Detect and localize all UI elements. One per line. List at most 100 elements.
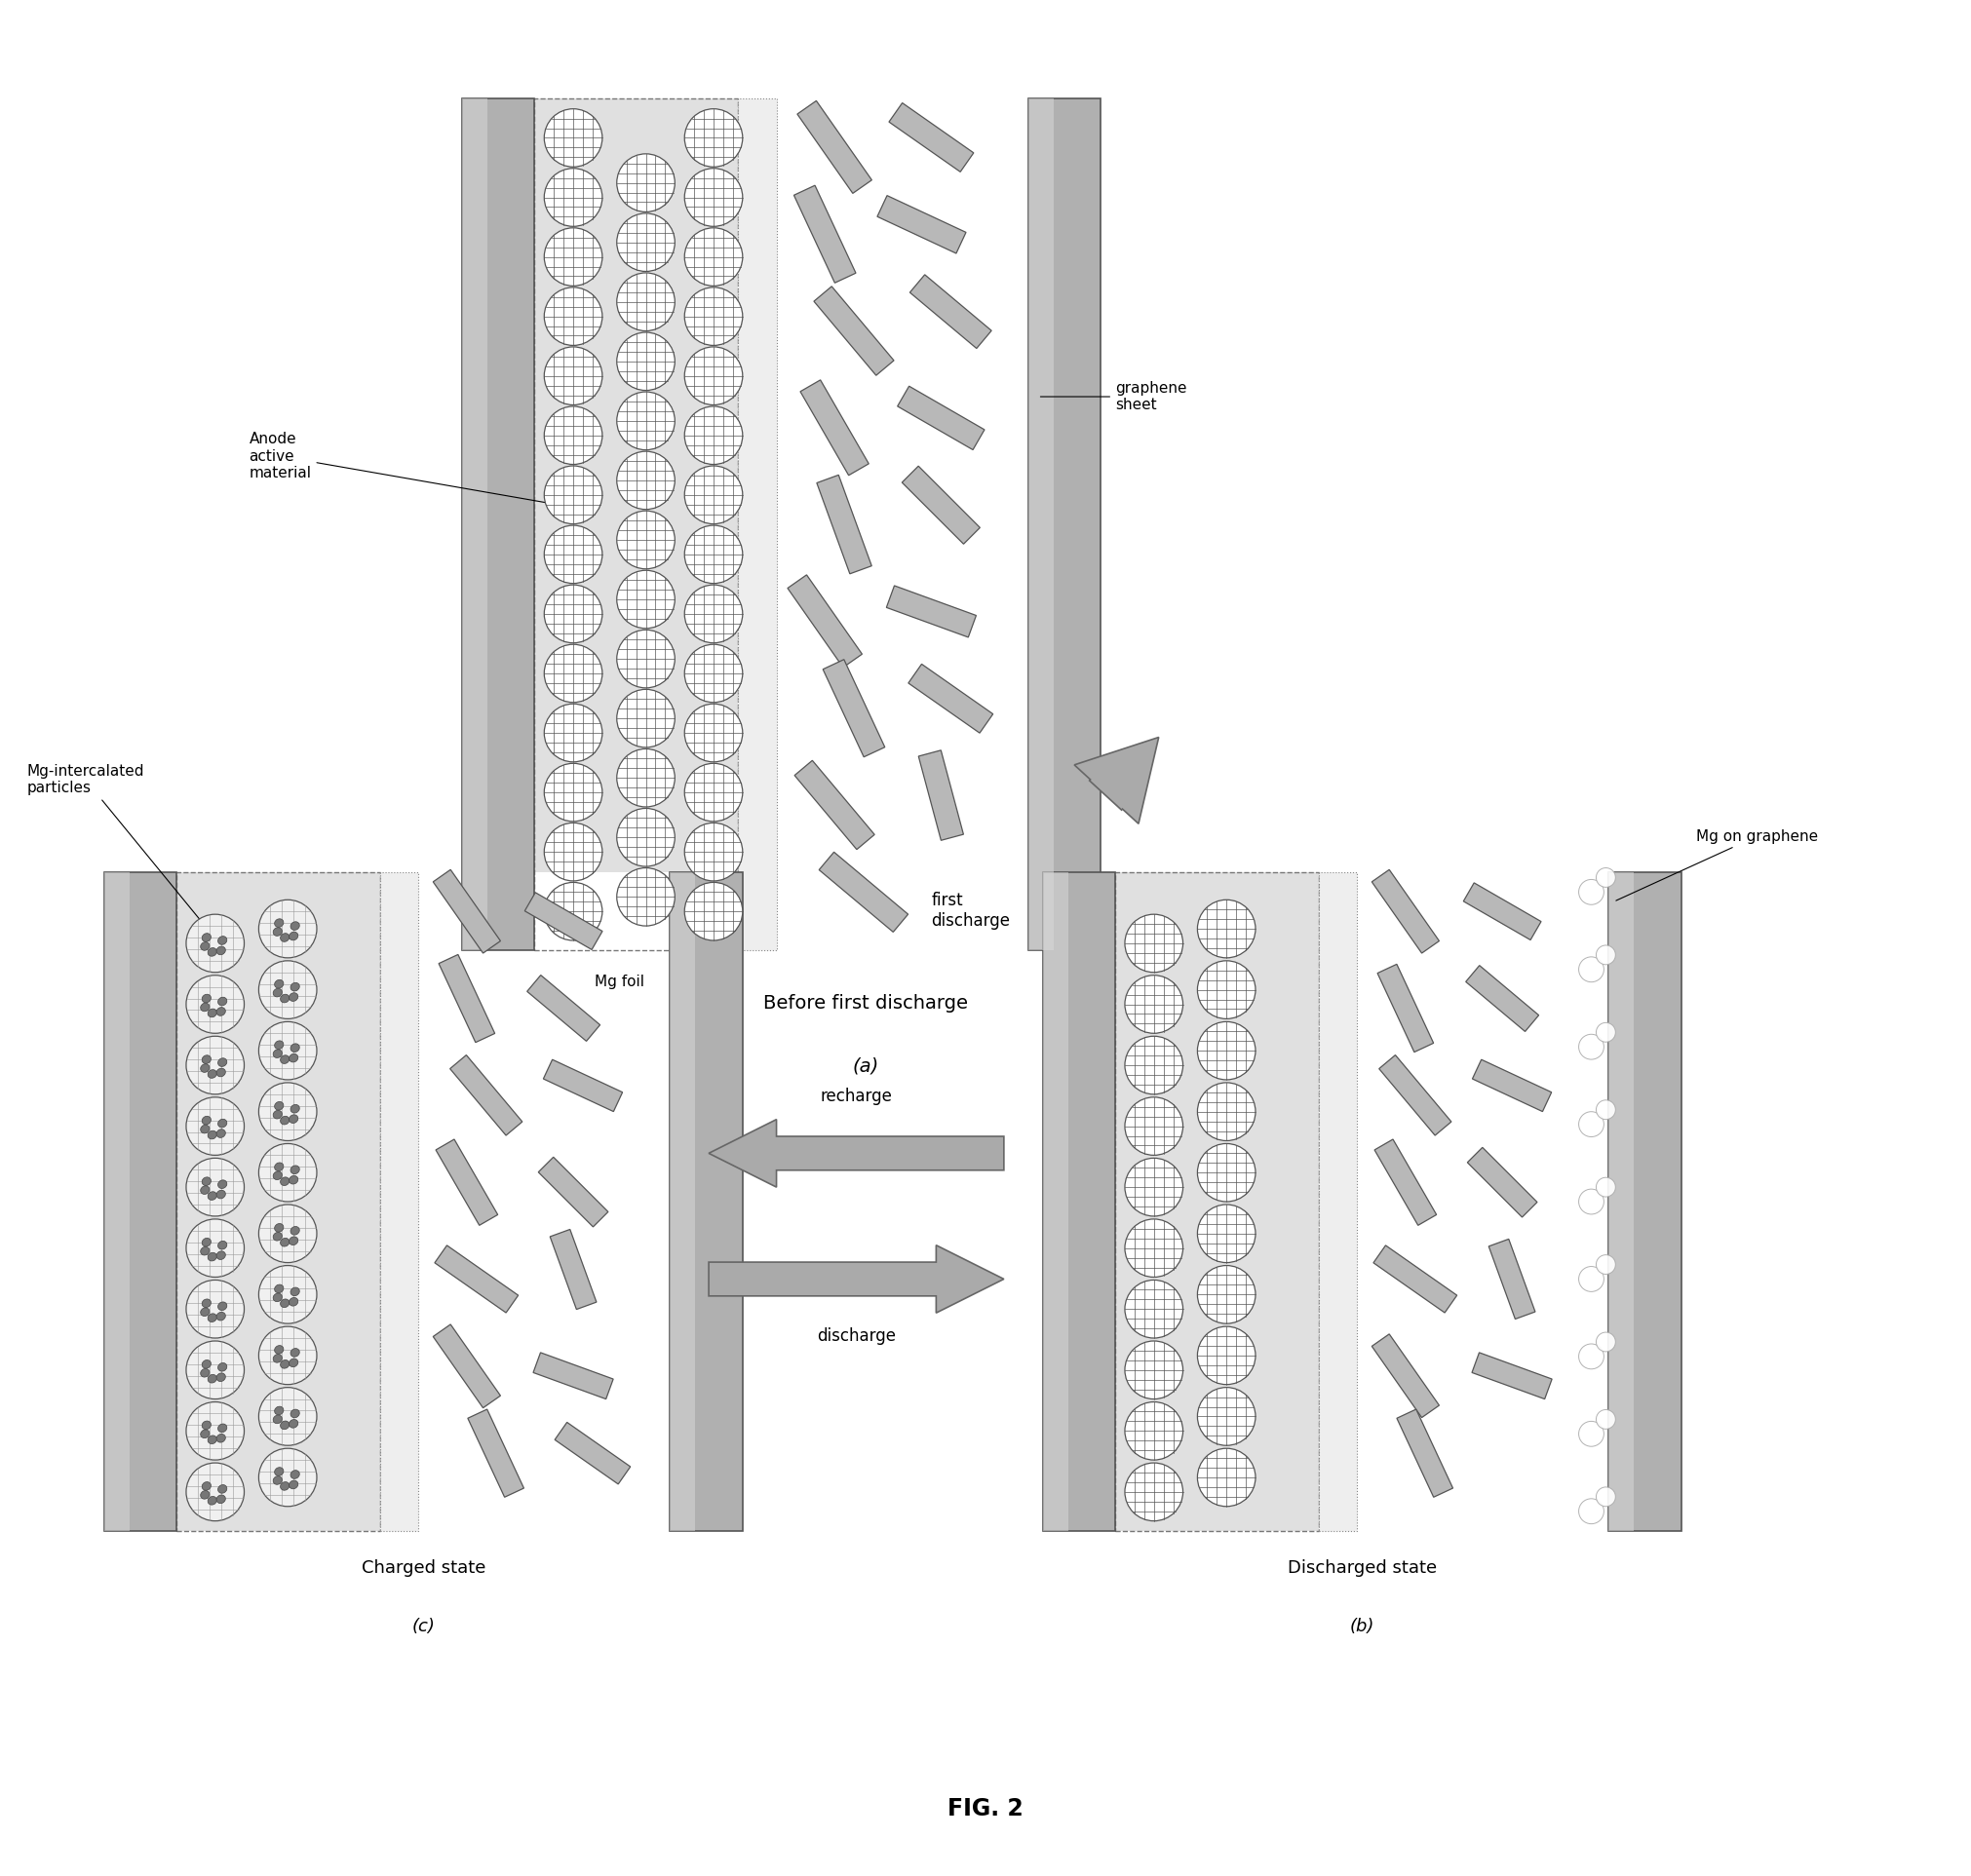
Circle shape [185,914,244,972]
Text: (a): (a) [853,1056,879,1075]
Bar [434,870,501,953]
Ellipse shape [207,947,217,957]
Ellipse shape [219,1120,227,1127]
Bar [534,99,737,949]
Ellipse shape [207,1131,217,1139]
FancyArrow shape [1074,737,1159,824]
Ellipse shape [274,1415,282,1424]
Circle shape [617,510,674,568]
Ellipse shape [274,1049,282,1058]
Circle shape [185,1279,244,1338]
Circle shape [1125,1157,1183,1216]
Ellipse shape [217,1129,225,1137]
Ellipse shape [280,1054,290,1064]
Circle shape [544,704,603,762]
Circle shape [617,452,674,510]
Text: recharge: recharge [820,1088,893,1105]
Ellipse shape [274,989,282,996]
FancyArrow shape [710,1120,1003,1188]
Bar [1472,1060,1551,1112]
Bar [1372,1334,1439,1418]
Ellipse shape [290,1054,298,1062]
Bar [1116,872,1319,1531]
Bar [544,1060,623,1112]
Text: first
discharge: first discharge [932,893,1011,930]
Bar [1378,964,1433,1052]
Bar [1043,872,1116,1531]
Circle shape [684,585,743,643]
Circle shape [1198,1388,1256,1446]
Bar [1472,1353,1551,1399]
Bar [903,465,980,544]
Ellipse shape [217,1373,225,1381]
Ellipse shape [274,1163,284,1171]
Circle shape [544,824,603,882]
Circle shape [544,525,603,583]
Ellipse shape [201,1186,209,1195]
Ellipse shape [290,1349,300,1356]
Circle shape [684,525,743,583]
Ellipse shape [274,1223,284,1233]
Circle shape [1198,1266,1256,1324]
Bar [670,872,743,1531]
Circle shape [185,1341,244,1399]
Ellipse shape [219,1180,227,1189]
Ellipse shape [280,1238,290,1246]
Text: Mg foil: Mg foil [595,974,645,989]
Ellipse shape [274,1354,282,1362]
Ellipse shape [274,1467,284,1476]
Circle shape [544,764,603,822]
Circle shape [684,287,743,345]
Ellipse shape [290,1176,298,1184]
Circle shape [544,643,603,702]
Bar [461,99,487,949]
Bar [788,574,861,668]
Bar [104,872,177,1531]
Bar [794,760,875,850]
Ellipse shape [201,1054,211,1064]
Circle shape [258,900,317,959]
Circle shape [544,407,603,465]
Ellipse shape [201,1491,209,1499]
Ellipse shape [274,1345,284,1354]
Circle shape [544,109,603,167]
Ellipse shape [290,921,300,930]
Circle shape [1579,957,1604,981]
Ellipse shape [217,1189,225,1199]
Ellipse shape [274,1111,282,1118]
Bar [1397,1409,1453,1497]
Bar [1488,1238,1535,1319]
Circle shape [258,1326,317,1384]
Text: discharge: discharge [816,1328,895,1345]
Ellipse shape [201,1176,211,1186]
Circle shape [258,1144,317,1203]
Text: FIG. 2: FIG. 2 [948,1797,1023,1822]
Bar [461,99,534,949]
Bar [534,1353,613,1399]
Bar [1319,872,1358,1531]
Ellipse shape [201,1430,209,1439]
Ellipse shape [219,1362,227,1371]
Circle shape [1198,1022,1256,1081]
Ellipse shape [201,1308,209,1317]
Circle shape [185,1036,244,1094]
Ellipse shape [217,1007,225,1015]
Ellipse shape [201,1420,211,1430]
Circle shape [1597,869,1616,887]
Circle shape [617,272,674,330]
Circle shape [684,764,743,822]
Ellipse shape [274,1476,282,1484]
Bar [820,852,909,932]
Circle shape [544,882,603,940]
Text: (c): (c) [412,1617,436,1636]
Circle shape [617,154,674,212]
Bar [1462,884,1541,940]
Bar [897,386,984,450]
Bar [104,872,130,1531]
Circle shape [617,688,674,747]
Bar [909,664,993,734]
Circle shape [684,227,743,285]
Circle shape [185,1157,244,1216]
Ellipse shape [207,1375,217,1383]
Circle shape [1597,946,1616,964]
